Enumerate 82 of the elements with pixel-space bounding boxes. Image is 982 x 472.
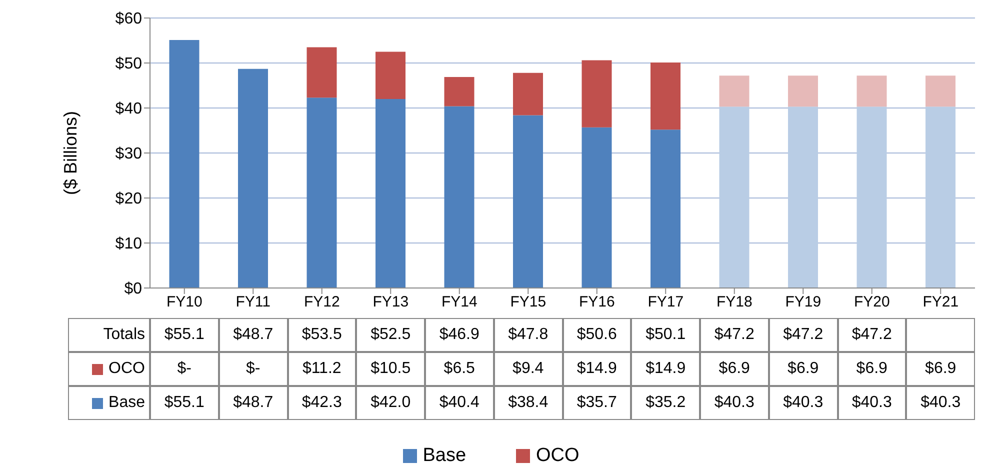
data-label: $42.0 [356,386,425,420]
total-label: $47.2 [700,318,769,352]
bar [719,76,750,107]
total-label: $47.8 [494,318,562,352]
total-label: $46.9 [425,318,494,352]
x-tick-label: FY16 [578,294,615,311]
data-label: $6.5 [425,352,494,386]
y-axis-title: ($ Billions) [60,110,80,196]
x-tick-label: FY17 [648,294,684,311]
total-label: $50.1 [631,318,700,352]
total-label: $50.6 [562,318,632,352]
data-label: $6.9 [838,352,906,386]
total-label: $47.2 [768,318,838,352]
data-label: $- [150,352,219,386]
data-label: $6.9 [768,352,838,386]
x-tick-label: FY20 [854,294,890,311]
x-tick-label: FY15 [510,294,546,311]
bar [238,68,268,288]
legend-label: OCO [108,360,145,378]
x-tick-label: FY21 [922,294,959,311]
y-tick-label: $50 [115,56,142,73]
y-tick-label: $20 [115,190,142,208]
data-label: $35.7 [562,386,632,420]
bar [788,76,818,107]
bar [376,99,406,288]
bar [582,127,612,288]
bar [926,106,956,288]
data-label: $14.9 [562,352,632,386]
total-label: $47.2 [838,318,906,352]
data-label: $6.9 [700,352,769,386]
data-label: $11.2 [288,352,356,386]
y-tick-label: $60 [115,10,142,28]
x-tick-label: FY12 [304,294,340,311]
bar [650,62,680,130]
bar [856,106,887,288]
y-tick-label: $30 [115,146,142,163]
bar [926,76,956,107]
bar [513,72,543,116]
x-tick-label: FY13 [372,294,409,311]
data-label: $40.3 [838,386,906,420]
text: Base [422,445,466,466]
bar [306,98,337,288]
data-label: $40.3 [906,386,975,420]
legend-label: Base [108,394,145,412]
y-tick-label: $40 [115,100,142,118]
data-label: $6.9 [906,352,975,386]
y-tick-label: $0 [124,280,142,298]
data-label: $40.4 [425,386,494,420]
bar [444,106,474,288]
data-label: $38.4 [494,386,562,420]
data-label: $9.4 [494,352,562,386]
total-label: $52.5 [356,318,425,352]
data-label: $14.9 [631,352,700,386]
text: OCO [536,445,580,466]
x-tick-label: FY19 [785,294,822,311]
bar [513,115,543,288]
total-label: $55.1 [150,318,219,352]
bar [788,106,818,288]
bar [376,52,406,99]
x-tick-label: FY10 [166,294,202,311]
bar [719,106,750,288]
bar [856,76,887,107]
total-label: $48.7 [218,318,288,352]
data-label: $- [218,352,288,386]
bar [306,47,337,98]
data-label: $10.5 [356,352,425,386]
total-label: $53.5 [288,318,356,352]
bar [169,40,200,288]
bar [582,60,612,128]
data-label: $55.1 [150,386,219,420]
data-label: $48.7 [218,386,288,420]
data-label: $40.3 [700,386,769,420]
x-tick-label: FY11 [236,294,270,311]
x-tick-label: FY18 [716,294,752,311]
data-label: $40.3 [768,386,838,420]
data-label: $42.3 [288,386,356,420]
data-label: $35.2 [631,386,700,420]
text: Totals [103,326,145,344]
bar [444,76,474,106]
x-tick-label: FY14 [441,294,478,311]
y-tick-label: $10 [115,236,142,253]
bar [650,130,680,288]
